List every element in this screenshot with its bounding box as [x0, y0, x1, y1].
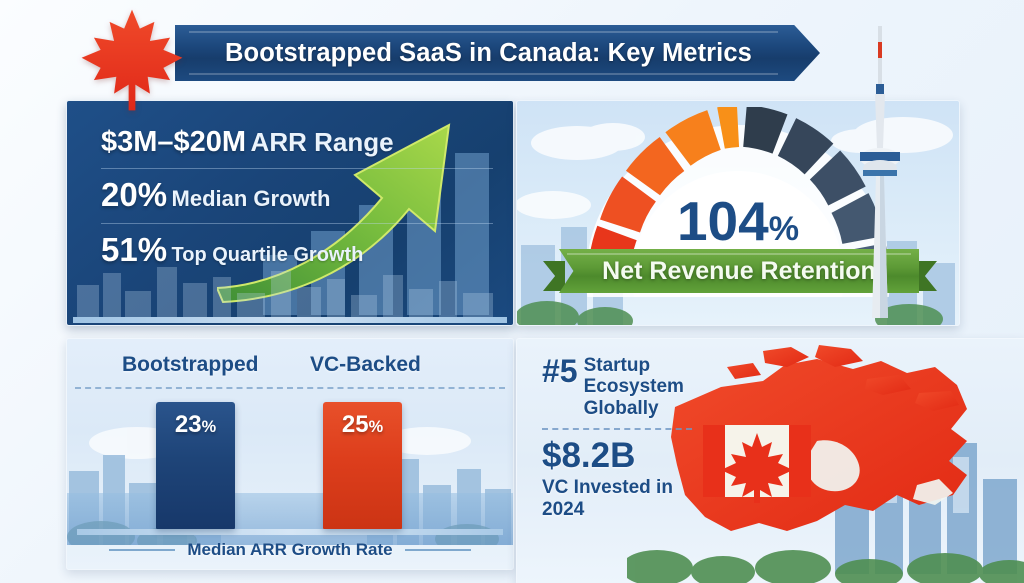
- bar-label-vc-backed: VC-Backed: [310, 353, 421, 376]
- vc-invested-label: VC Invested in 2024: [542, 476, 673, 520]
- cn-tower-icon: [860, 26, 900, 318]
- canada-flag-icon: [703, 425, 811, 503]
- waterfront-decor: [67, 493, 513, 545]
- bar-baseline: [77, 529, 503, 535]
- bar-vc-unit: %: [368, 418, 384, 436]
- dashed-guideline: [75, 387, 505, 389]
- trees-decor: [627, 550, 1024, 583]
- top-quartile-label: Top Quartile Growth: [171, 244, 364, 266]
- bar-label-bootstrapped: Bootstrapped: [122, 353, 259, 376]
- gauge-unit: %: [768, 210, 800, 248]
- canada-map-icon: [671, 345, 967, 531]
- nrr-banner: Net Revenue Retention: [559, 249, 919, 293]
- bar-bootstrapped: 23%: [156, 402, 235, 529]
- bar-bootstrapped-value-wrap: 23%: [175, 411, 216, 439]
- bar-vc-backed: 25%: [323, 402, 402, 529]
- ecosystem-rank-value: #5: [542, 353, 578, 389]
- ecosystem-panel: #5 Startup Ecosystem Globally $8.2B VC I…: [516, 338, 1024, 583]
- banner-rule-top: [189, 31, 778, 33]
- stat-row-median-growth: 20% Median Growth: [101, 168, 493, 223]
- median-growth-unit: %: [137, 176, 168, 213]
- stat-row-top-quartile: 51% Top Quartile Growth: [101, 223, 493, 278]
- caption-rule-left: [109, 549, 176, 551]
- median-growth-value: 20: [101, 176, 138, 213]
- vc-invested-value: $8.2B: [542, 435, 636, 475]
- caption-rule-right: [404, 549, 471, 551]
- gauge-value-readout: 104%: [677, 189, 799, 253]
- banner-rule-bottom: [189, 73, 778, 75]
- growth-arrow-icon: [217, 123, 451, 303]
- bar-bootstrapped-value: 23: [174, 411, 202, 438]
- ribbon-highlight: [567, 253, 911, 255]
- top-quartile-unit: %: [137, 231, 168, 268]
- ecosystem-stats: #5 Startup Ecosystem Globally $8.2B VC I…: [542, 355, 712, 520]
- bar-bootstrapped-unit: %: [201, 418, 217, 436]
- top-quartile-value: 51: [101, 231, 138, 268]
- ecosystem-rank-block: #5 Startup Ecosystem Globally: [542, 355, 712, 419]
- ecosystem-amount-block: $8.2B VC Invested in 2024: [542, 438, 712, 521]
- arr-range-label: ARR Range: [250, 127, 394, 157]
- arr-range-value: $3M–$20M: [101, 126, 247, 158]
- median-growth-label: Median Growth: [171, 186, 331, 211]
- ecosystem-rank-label: Startup Ecosystem Globally: [583, 355, 684, 419]
- nrr-banner-label: Net Revenue Retention: [602, 256, 876, 285]
- comparison-caption: Median ARR Growth Rate: [187, 540, 393, 559]
- bar-vc-value-wrap: 25%: [342, 411, 383, 439]
- title-banner: Bootstrapped SaaS in Canada: Key Metrics: [175, 25, 820, 81]
- bar-vc-value: 25: [341, 411, 369, 438]
- growth-comparison-panel: Bootstrapped VC-Backed 23% 25% Median AR…: [66, 338, 514, 570]
- caption-row: Median ARR Growth Rate: [67, 537, 513, 563]
- ecosystem-divider: [542, 427, 692, 430]
- arr-stat-list: $3M–$20M ARR Range 20% Median Growth 51%…: [101, 119, 493, 278]
- page-title: Bootstrapped SaaS in Canada: Key Metrics: [225, 38, 752, 67]
- arr-stats-panel: $3M–$20M ARR Range 20% Median Growth 51%…: [66, 100, 514, 326]
- maple-leaf-icon: [81, 9, 183, 111]
- gauge-number: 104: [676, 190, 769, 252]
- skyline-silhouette: [77, 267, 493, 317]
- panel-base-line: [73, 317, 507, 323]
- stat-row-arr-range: $3M–$20M ARR Range: [101, 119, 493, 168]
